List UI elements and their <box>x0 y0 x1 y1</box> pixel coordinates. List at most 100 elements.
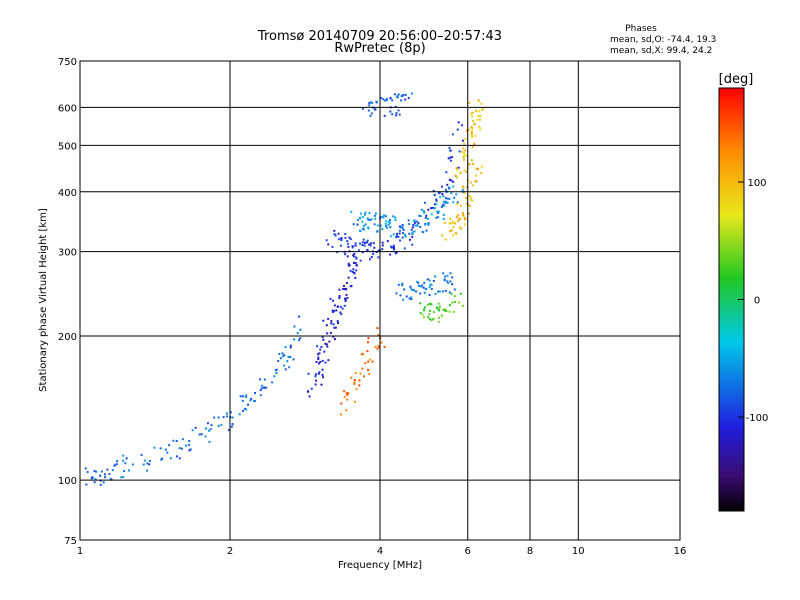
echo-point <box>321 336 324 339</box>
echo-point <box>345 287 348 290</box>
echo-point <box>103 473 106 476</box>
echo-point <box>347 276 350 279</box>
echo-point <box>335 309 338 312</box>
echo-point <box>465 170 468 173</box>
echo-point <box>106 468 109 471</box>
echo-point <box>367 337 370 340</box>
echo-point <box>457 166 460 169</box>
echo-point <box>271 381 274 384</box>
echo-point <box>450 192 453 195</box>
echo-point <box>368 258 371 261</box>
echo-point <box>94 478 97 481</box>
echo-point <box>435 216 438 219</box>
echo-point <box>428 294 431 297</box>
echo-point <box>362 353 365 356</box>
echo-point <box>362 225 365 228</box>
y-tick-label: 200 <box>58 332 77 343</box>
colorbar-tick-label: 0 <box>754 296 760 307</box>
echo-point <box>481 165 484 168</box>
echo-point <box>325 343 328 346</box>
echo-point <box>449 149 452 152</box>
echo-point <box>433 194 436 197</box>
echo-point <box>370 256 373 259</box>
echo-point <box>395 235 398 238</box>
echo-point <box>474 109 477 112</box>
echo-point <box>474 180 477 183</box>
echo-point <box>337 238 340 241</box>
echo-point <box>370 101 373 104</box>
echo-point <box>394 219 397 222</box>
echo-point <box>461 212 464 215</box>
echo-point <box>279 357 282 360</box>
echo-point <box>389 110 392 113</box>
echo-point <box>411 232 414 235</box>
echo-point <box>469 204 472 207</box>
echo-point <box>346 239 349 242</box>
echo-point <box>395 292 398 295</box>
echo-point <box>389 97 392 100</box>
echo-point <box>373 214 376 217</box>
echo-point <box>476 118 479 121</box>
echo-point <box>172 439 175 442</box>
echo-point <box>307 372 310 375</box>
echo-point <box>456 201 459 204</box>
echo-point <box>410 287 413 290</box>
echo-point <box>365 241 368 244</box>
echo-point <box>443 204 446 207</box>
echo-point <box>454 222 457 225</box>
echo-point <box>181 438 184 441</box>
chart-title: Tromsø 20140709 20:56:00–20:57:43 <box>257 29 502 44</box>
echo-point <box>459 171 462 174</box>
echo-point <box>445 309 448 312</box>
echo-point <box>198 433 201 436</box>
echo-point <box>462 186 465 189</box>
echo-point <box>361 220 364 223</box>
echo-point <box>451 283 454 286</box>
echo-point <box>331 299 334 302</box>
echo-point <box>478 125 481 128</box>
echo-point <box>231 423 234 426</box>
echo-point <box>462 214 465 217</box>
echo-point <box>322 319 325 322</box>
echo-point <box>401 282 404 285</box>
echo-point <box>231 416 234 419</box>
echo-point <box>342 288 345 291</box>
echo-point <box>449 280 452 283</box>
echo-point <box>445 171 448 174</box>
echo-point <box>362 238 365 241</box>
echo-point <box>403 247 406 250</box>
echo-point <box>352 268 355 271</box>
echo-point <box>307 390 310 393</box>
echo-point <box>334 326 337 329</box>
echo-point <box>93 481 96 484</box>
echo-point <box>457 121 460 124</box>
echo-point <box>467 204 470 207</box>
echo-point <box>389 222 392 225</box>
echo-point <box>470 133 473 136</box>
echo-point <box>346 296 349 299</box>
echo-point <box>131 463 134 466</box>
echo-point <box>278 353 281 356</box>
echo-point <box>450 292 453 295</box>
echo-point <box>346 242 349 245</box>
echo-point <box>477 110 480 113</box>
echo-point <box>437 302 440 305</box>
echo-point <box>228 429 231 432</box>
echo-point <box>209 428 212 431</box>
echo-point <box>334 234 337 237</box>
echo-point <box>371 360 374 363</box>
echo-point <box>385 97 388 100</box>
echo-point <box>433 203 436 206</box>
echo-point <box>383 114 386 117</box>
echo-point <box>430 303 433 306</box>
echo-point <box>424 201 427 204</box>
echo-point <box>325 239 328 242</box>
echo-point <box>358 242 361 245</box>
x-tick-label: 10 <box>572 546 585 557</box>
echo-point <box>330 320 333 323</box>
echo-point <box>444 238 447 241</box>
echo-point <box>460 124 463 127</box>
stats-o-line: mean, sd,O: -74.4, 19.3 <box>610 35 716 45</box>
echo-point <box>428 286 431 289</box>
echo-point <box>355 388 358 391</box>
